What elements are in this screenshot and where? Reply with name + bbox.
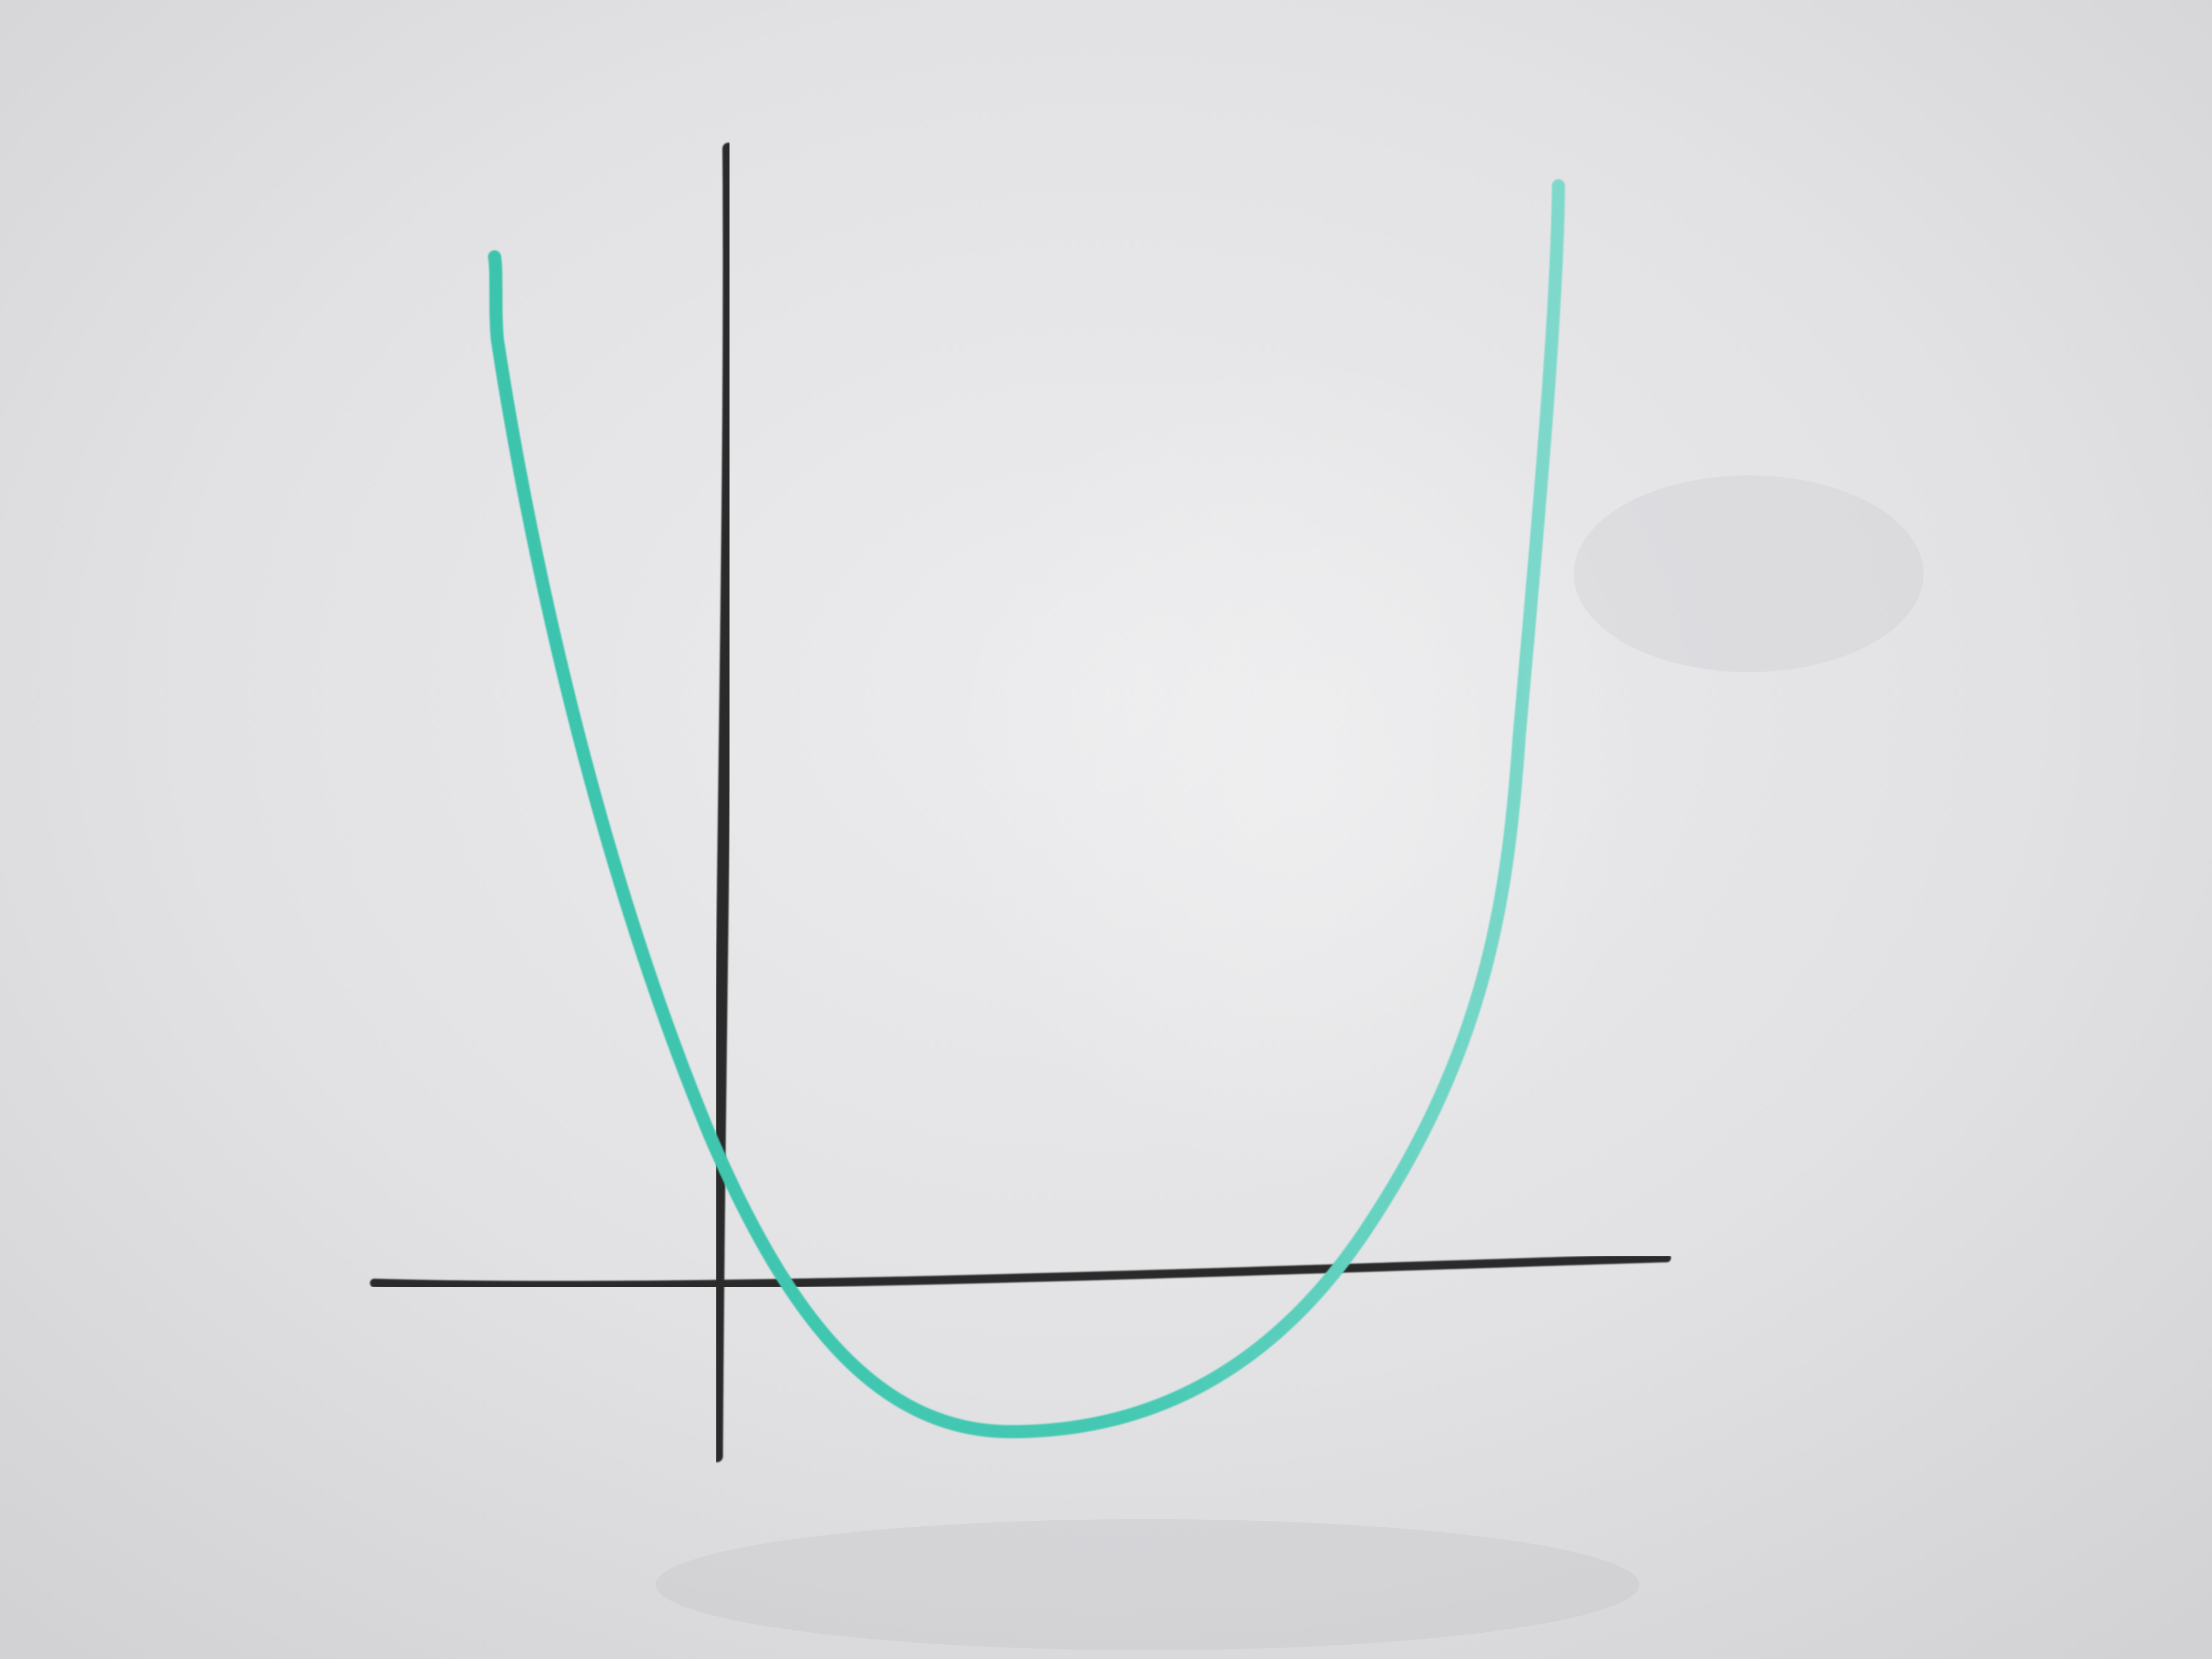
parabola-curve <box>488 179 1565 1438</box>
horizontal-axis-line <box>370 1254 1671 1290</box>
vertical-axis-line <box>711 143 735 1462</box>
erased-swirl-area <box>820 301 1694 1339</box>
ghost-smudge <box>656 1519 1639 1650</box>
ghost-smudge <box>1574 475 1923 672</box>
